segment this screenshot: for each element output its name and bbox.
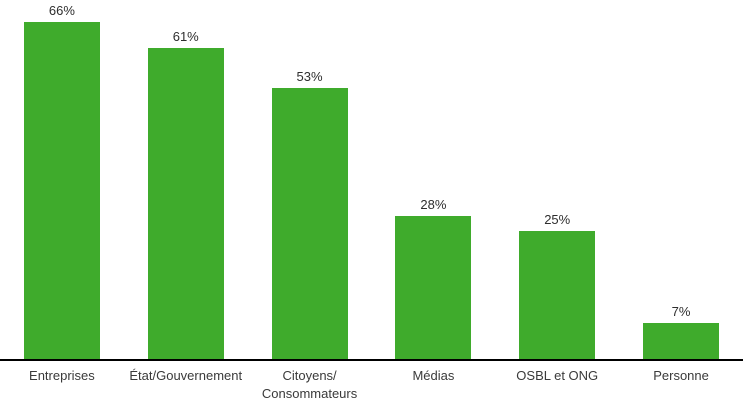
x-axis-labels: Entreprises État/Gouvernement Citoyens/ Co… <box>0 361 743 403</box>
bar-column: 25% <box>495 211 619 359</box>
bar-value-label: 61% <box>172 28 199 44</box>
plot-area: 66% 61% 53% 28% 25% 7% <box>0 2 743 361</box>
category-label: Médias <box>412 368 455 383</box>
category-label: OSBL et ONG <box>516 368 599 383</box>
bar-column: 28% <box>371 196 495 359</box>
bar-value-label: 28% <box>420 196 447 212</box>
category-label: État/Gouvernement <box>129 368 243 383</box>
bar-column: 7% <box>619 303 743 359</box>
bar <box>23 22 100 359</box>
category-label: Citoyens/ Consommateurs <box>261 368 358 402</box>
bar <box>147 48 224 359</box>
bar-value-label: 53% <box>296 68 323 84</box>
category-label: Entreprises <box>29 368 95 383</box>
bar <box>643 323 720 359</box>
bar-value-label: 25% <box>544 211 571 227</box>
bar <box>395 216 472 359</box>
bar <box>519 231 596 359</box>
bar-column: 66% <box>0 2 124 359</box>
bar <box>271 88 348 359</box>
bar-column: 61% <box>124 28 248 359</box>
category-label: Personne <box>653 368 709 383</box>
bar-column: 53% <box>248 68 372 359</box>
bar-value-label: 66% <box>48 2 75 18</box>
bar-value-label: 7% <box>671 303 691 319</box>
